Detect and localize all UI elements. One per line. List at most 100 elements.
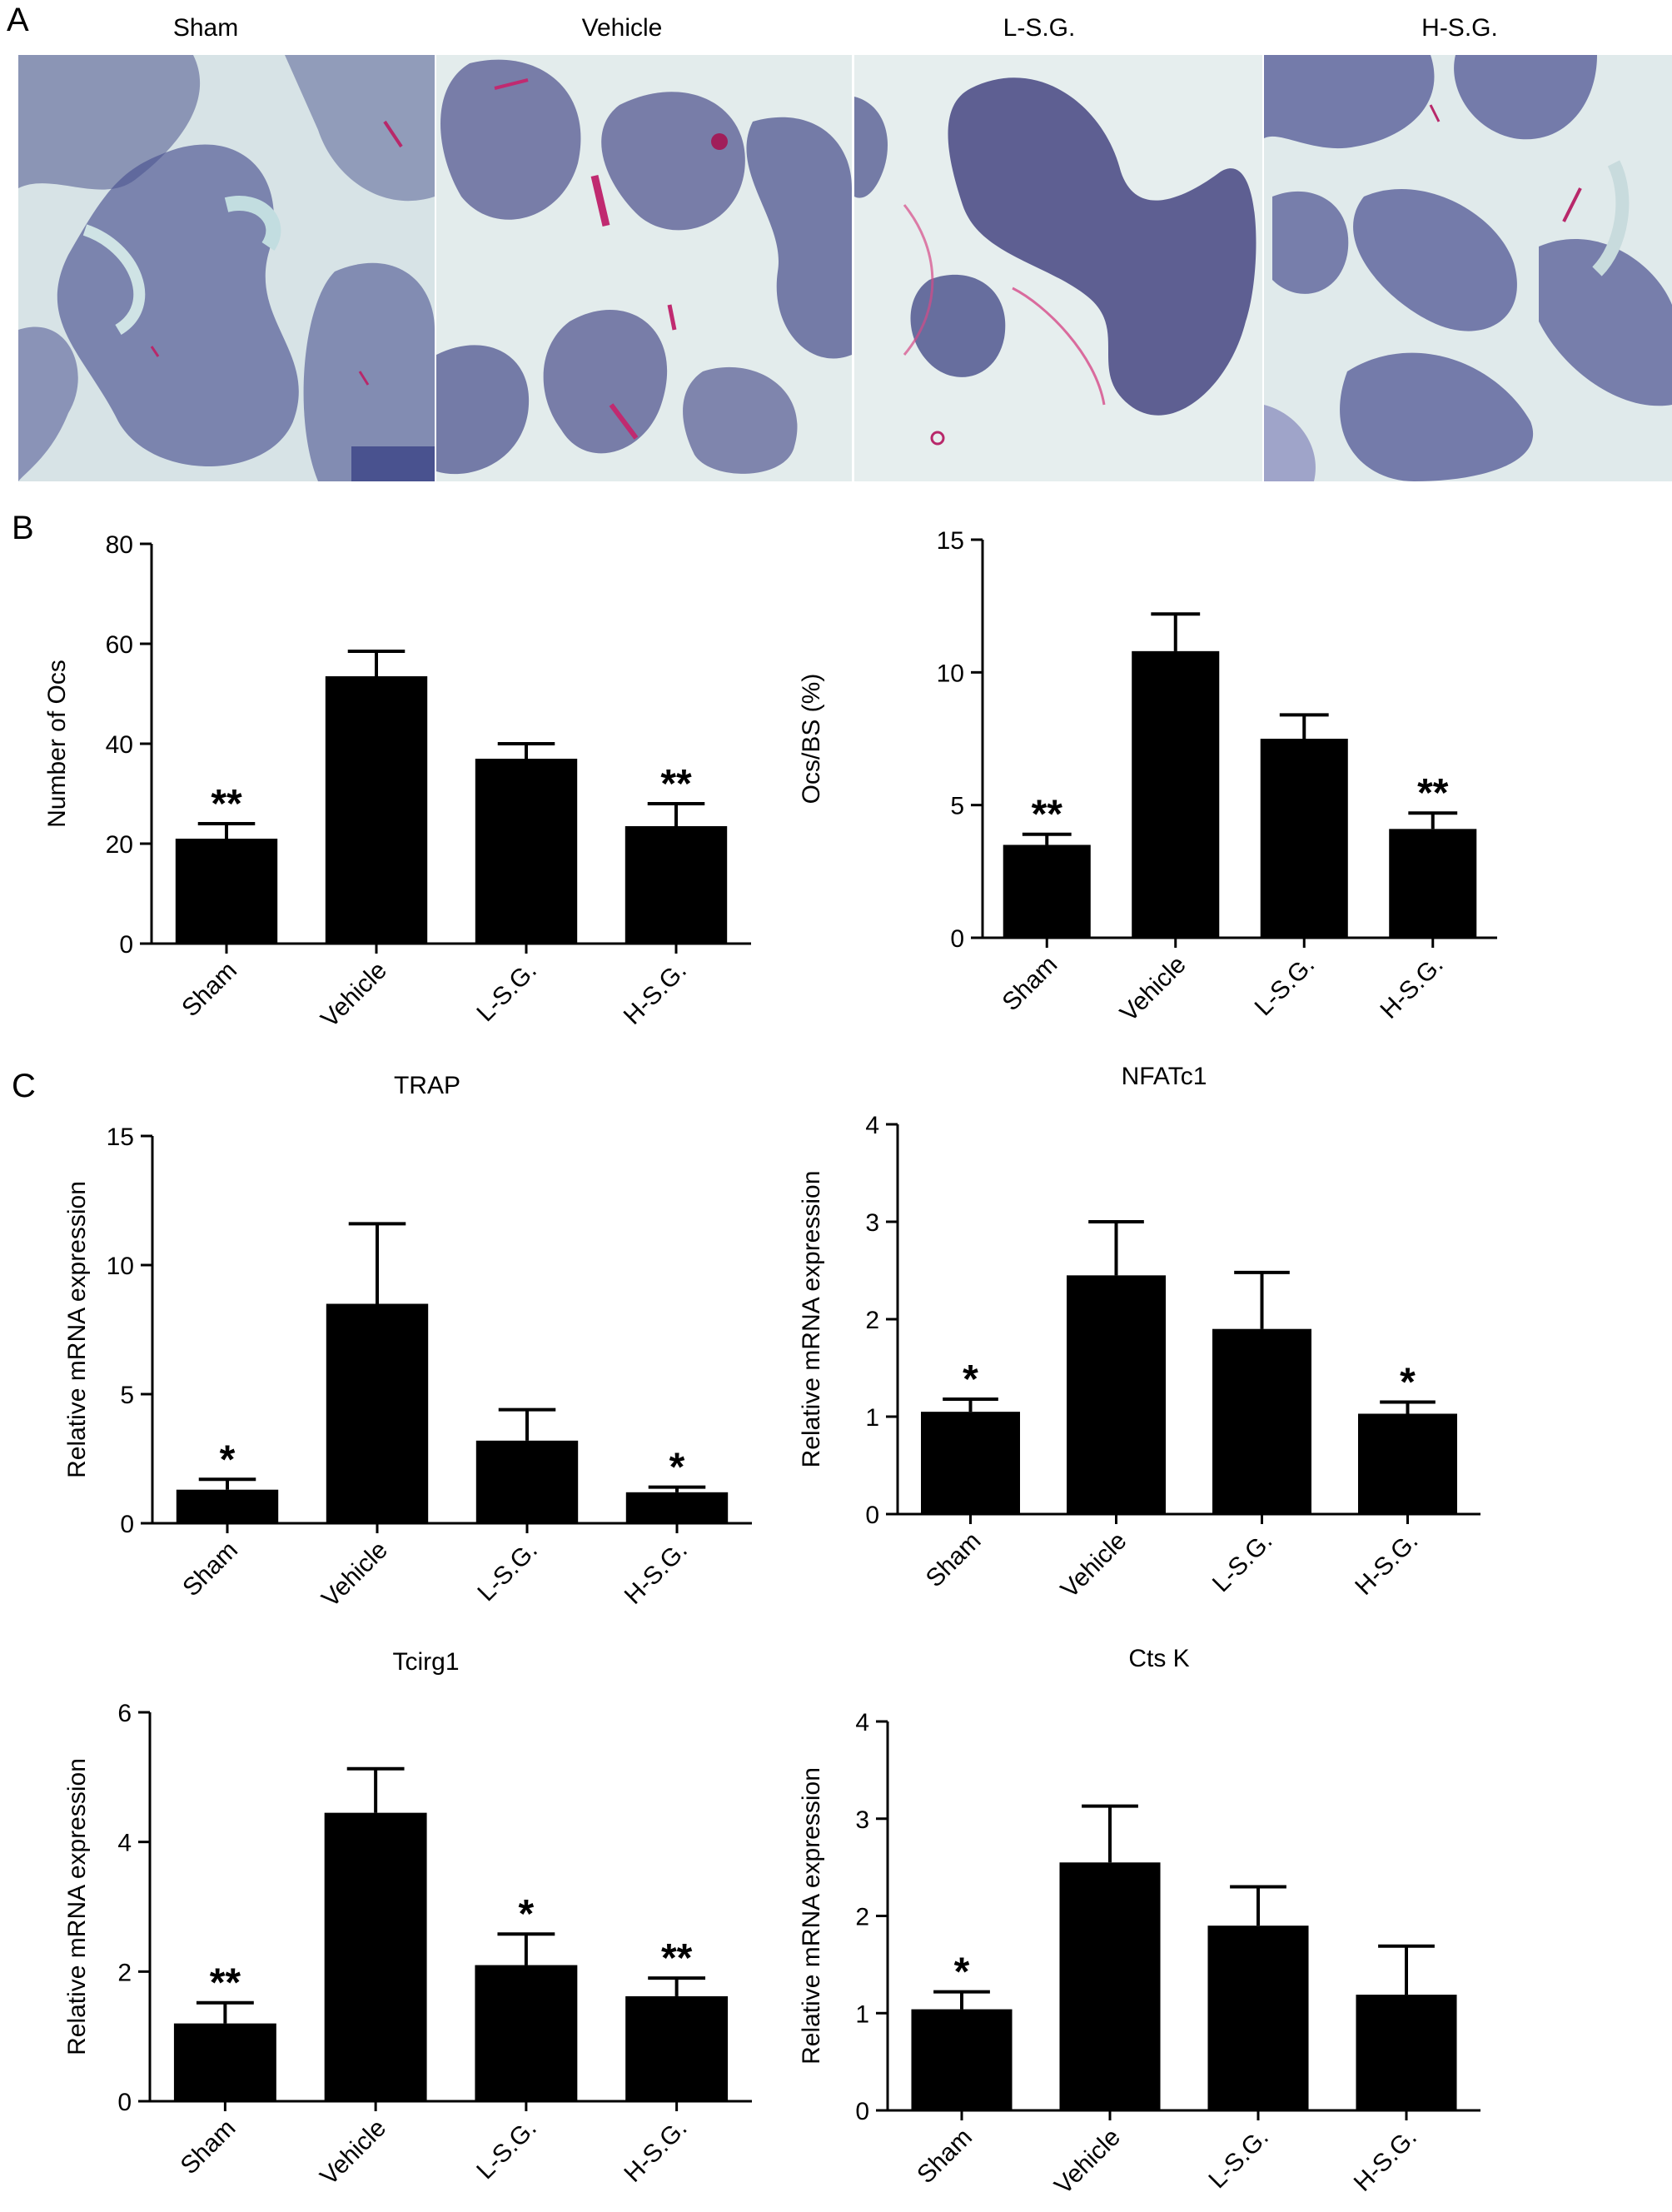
chart-0: 0 20 40 60 80 Number of Ocs ** Sham Vehicle L-S.G… [43,531,751,1033]
y-tick-label: 80 [106,531,133,559]
y-tick-label: 10 [937,660,964,687]
significance-marker: ** [1417,771,1449,815]
panel-letter-c: C [12,1068,36,1104]
x-tick-label: L-S.G. [472,1537,543,1607]
y-tick-label: 3 [865,1209,879,1237]
x-tick-label: Sham [177,1537,243,1602]
significance-marker: * [954,1950,970,1995]
y-tick-label: 4 [117,1830,132,1857]
y-tick-label: 5 [120,1382,134,1409]
chart-4: 0 2 4 6 Relative mRNA expression Tcirg1 ** Sham… [63,1648,752,2190]
y-tick-label: 15 [937,527,964,555]
x-tick-label: Vehicle [1115,951,1192,1028]
significance-marker: ** [1032,793,1063,837]
x-tick-label: H-S.G. [1350,1527,1423,1601]
chart-title: Tcirg1 [392,1648,459,1676]
bar-vehicle [1067,1275,1166,1514]
y-tick-label: 4 [855,1709,869,1736]
significance-marker: * [519,1892,535,1936]
bar-sham [173,2023,276,2101]
micrograph-vehicle [436,55,852,481]
x-tick-label: L-S.G. [471,2115,542,2185]
micrograph-label-lsg: L-S.G. [1003,14,1076,42]
micrograph-label-hsg: H-S.G. [1421,14,1498,42]
bar-sham [921,1412,1020,1514]
x-tick-label: L-S.G. [471,957,542,1028]
y-tick-label: 0 [855,2098,869,2125]
x-tick-label: Sham [176,2115,241,2180]
bar-lsg [1260,739,1348,938]
bar-lsg [475,1440,579,1523]
chart-5: 0 1 2 3 4 Relative mRNA expression Cts K * Sham V… [798,1645,1480,2200]
chart-title: Cts K [1128,1645,1189,1672]
bar-vehicle [326,1303,429,1523]
y-tick-label: 2 [865,1307,879,1334]
y-axis-label: Number of Ocs [43,660,71,828]
y-tick-label: 1 [865,1404,879,1432]
chart-1: 0 5 10 15 Ocs/BS (%) ** Sham Vehicle L-S.G. ** H-S… [798,527,1497,1027]
y-tick-label: 0 [117,2089,132,2116]
y-tick-label: 0 [120,1511,134,1538]
y-tick-label: 15 [107,1123,134,1151]
chart-title: NFATc1 [1122,1063,1207,1090]
bar-hsg [1389,829,1477,938]
significance-marker: ** [210,1961,241,2005]
x-tick-label: Sham [912,2124,978,2190]
y-tick-label: 4 [865,1112,879,1139]
y-axis-label: Ocs/BS (%) [798,674,825,805]
y-tick-label: 0 [865,1502,879,1529]
y-tick-label: 0 [950,925,964,953]
bar-hsg [1356,1995,1457,2110]
y-tick-label: 3 [855,1806,869,1834]
bar-hsg [625,826,728,944]
x-tick-label: Sham [997,951,1062,1017]
significance-marker: ** [660,762,692,806]
y-axis-label: Relative mRNA expression [63,1181,91,1478]
y-tick-label: 1 [855,2000,869,2028]
x-tick-label: Vehicle [316,1537,393,1613]
micrograph-label-sham: Sham [172,14,239,42]
x-tick-label: Vehicle [1056,1527,1132,1604]
micrograph-label-vehicle: Vehicle [581,14,663,42]
significance-marker: * [220,1437,236,1482]
x-tick-label: Sham [921,1527,987,1593]
y-tick-label: 0 [119,931,133,959]
y-axis-label: Relative mRNA expression [63,1758,91,2055]
significance-marker: ** [211,782,242,826]
x-tick-label: H-S.G. [1376,951,1449,1024]
bar-sham [175,839,278,944]
bar-sham [911,2009,1013,2110]
x-tick-label: L-S.G. [1203,2124,1274,2195]
y-tick-label: 2 [855,1904,869,1931]
y-tick-label: 2 [117,1959,132,1986]
y-tick-label: 5 [950,793,964,820]
x-tick-label: L-S.G. [1250,951,1321,1022]
bar-lsg [1212,1328,1311,1514]
bar-vehicle [325,676,428,944]
x-tick-label: L-S.G. [1207,1527,1278,1598]
y-tick-label: 6 [117,1700,132,1727]
chart-2: 0 5 10 15 Relative mRNA expression TRAP * Sham V… [63,1072,752,1612]
bar-hsg [625,1492,729,1523]
x-tick-label: H-S.G. [620,1537,693,1610]
significance-marker: * [1400,1360,1416,1404]
y-tick-label: 20 [106,831,133,859]
x-tick-label: Vehicle [1049,2124,1126,2200]
chart-title: TRAP [394,1072,460,1099]
panel-letter-a: A [7,2,29,38]
bar-hsg [625,1995,729,2101]
y-axis-label: Relative mRNA expression [798,1171,825,1468]
bar-lsg [475,1965,578,2101]
x-tick-label: H-S.G. [619,957,692,1030]
y-tick-label: 40 [106,731,133,759]
significance-marker: * [669,1446,685,1490]
significance-marker: * [963,1358,978,1402]
micrograph-hsg [1264,55,1672,481]
panel-letter-b: B [12,510,34,546]
bar-sham [1003,844,1091,938]
bar-vehicle [324,1812,427,2101]
bar-sham [176,1489,279,1523]
x-tick-label: H-S.G. [1349,2124,1422,2197]
x-tick-label: Sham [177,957,242,1023]
